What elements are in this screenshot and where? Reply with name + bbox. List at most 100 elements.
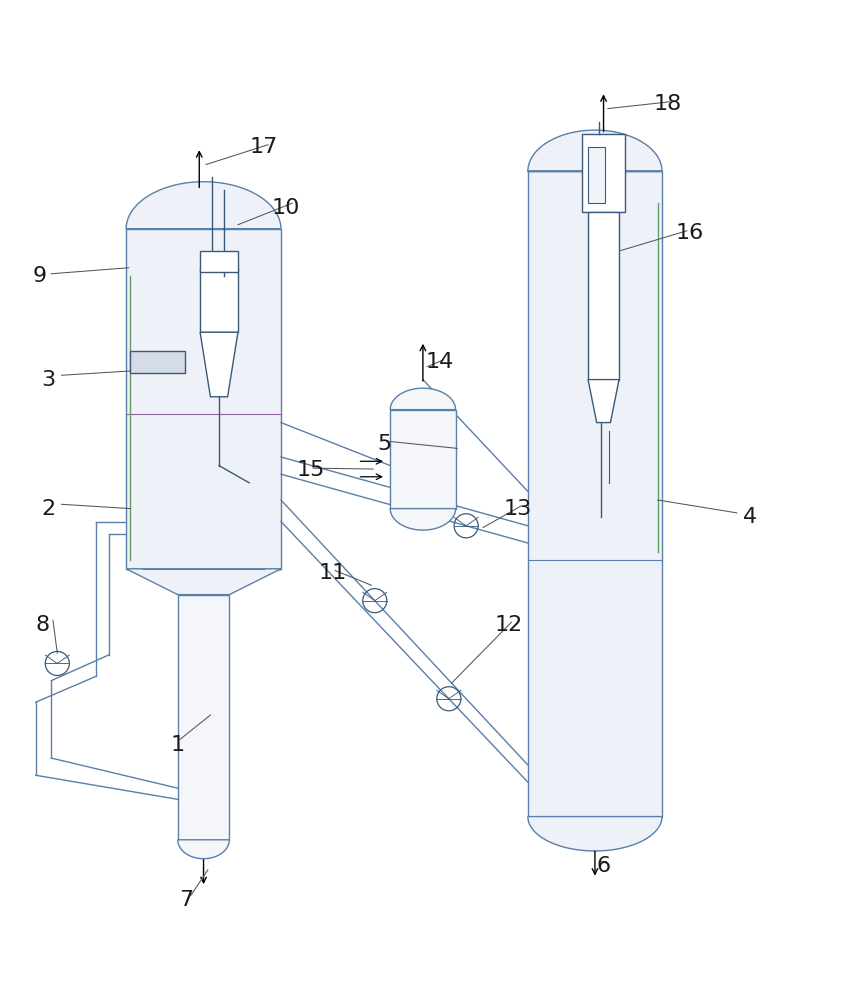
Point bbox=[539, 405, 552, 421]
Point bbox=[621, 231, 635, 247]
Point bbox=[555, 738, 569, 754]
Point bbox=[563, 277, 576, 293]
Point bbox=[127, 392, 141, 408]
Point bbox=[167, 375, 180, 391]
Point bbox=[145, 520, 159, 536]
Point bbox=[633, 658, 647, 674]
Point bbox=[213, 371, 227, 387]
Point bbox=[555, 391, 569, 407]
Point bbox=[259, 538, 273, 554]
Point bbox=[202, 397, 216, 413]
Bar bbox=[588, 147, 605, 203]
Point bbox=[546, 391, 560, 407]
Point bbox=[564, 242, 578, 258]
Point bbox=[183, 325, 197, 341]
Point bbox=[557, 679, 571, 695]
Point bbox=[613, 763, 627, 779]
Point bbox=[651, 411, 665, 427]
Point bbox=[563, 217, 576, 233]
Point bbox=[621, 204, 635, 220]
Point bbox=[567, 766, 581, 782]
Point bbox=[583, 430, 596, 446]
Point bbox=[577, 347, 591, 363]
Point bbox=[609, 282, 623, 298]
Point bbox=[592, 596, 606, 612]
Point bbox=[186, 555, 200, 571]
Point bbox=[541, 590, 555, 606]
Point bbox=[617, 647, 631, 663]
Point bbox=[253, 346, 267, 362]
Point bbox=[209, 420, 223, 436]
Point bbox=[557, 660, 571, 676]
Point bbox=[178, 298, 192, 314]
Point bbox=[620, 718, 633, 734]
Point bbox=[607, 288, 620, 304]
Point bbox=[134, 447, 148, 463]
Point bbox=[647, 618, 661, 634]
Point bbox=[190, 532, 204, 548]
Point bbox=[614, 771, 627, 787]
Point bbox=[595, 385, 609, 401]
Point bbox=[579, 318, 593, 334]
Text: 15: 15 bbox=[297, 460, 325, 480]
Point bbox=[135, 510, 148, 526]
Polygon shape bbox=[126, 229, 281, 569]
Point bbox=[589, 190, 603, 206]
Point bbox=[148, 486, 162, 502]
Point bbox=[650, 373, 664, 389]
Point bbox=[213, 287, 227, 303]
Point bbox=[631, 297, 645, 313]
Point bbox=[531, 676, 545, 692]
Point bbox=[207, 492, 221, 508]
Point bbox=[211, 471, 225, 487]
Point bbox=[215, 278, 229, 294]
Point bbox=[232, 360, 246, 376]
Point bbox=[167, 496, 180, 512]
Point bbox=[243, 499, 257, 515]
Point bbox=[559, 317, 573, 333]
Point bbox=[541, 277, 555, 293]
Point bbox=[206, 290, 220, 306]
Point bbox=[604, 461, 618, 477]
Point bbox=[201, 361, 215, 377]
Point bbox=[530, 465, 544, 481]
Text: 14: 14 bbox=[426, 352, 454, 372]
Point bbox=[171, 435, 185, 451]
Point bbox=[141, 336, 154, 352]
Point bbox=[556, 794, 570, 810]
Point bbox=[199, 398, 213, 414]
Point bbox=[206, 364, 220, 380]
Point bbox=[132, 386, 146, 402]
Point bbox=[624, 569, 638, 585]
Point bbox=[558, 459, 572, 475]
Point bbox=[244, 453, 258, 469]
Point bbox=[149, 347, 163, 363]
Point bbox=[546, 711, 560, 727]
Point bbox=[151, 417, 165, 433]
Point bbox=[555, 257, 569, 273]
Bar bbox=[200, 251, 238, 272]
Point bbox=[599, 404, 613, 420]
Point bbox=[242, 228, 255, 244]
Point bbox=[526, 401, 539, 417]
Point bbox=[160, 548, 173, 564]
Point bbox=[153, 295, 167, 311]
Point bbox=[236, 263, 249, 279]
Point bbox=[174, 337, 188, 353]
Point bbox=[600, 562, 614, 578]
Point bbox=[212, 478, 226, 494]
Point bbox=[651, 794, 665, 810]
Point bbox=[192, 536, 205, 552]
Point bbox=[627, 259, 641, 275]
Point bbox=[557, 786, 571, 802]
Point bbox=[161, 226, 174, 242]
Point bbox=[193, 339, 207, 355]
Point bbox=[605, 610, 619, 626]
Point bbox=[611, 629, 625, 645]
Point bbox=[550, 633, 564, 649]
Text: 9: 9 bbox=[33, 266, 47, 286]
Text: 8: 8 bbox=[35, 615, 50, 635]
Point bbox=[131, 255, 145, 271]
Point bbox=[161, 466, 174, 482]
Point bbox=[581, 755, 595, 771]
